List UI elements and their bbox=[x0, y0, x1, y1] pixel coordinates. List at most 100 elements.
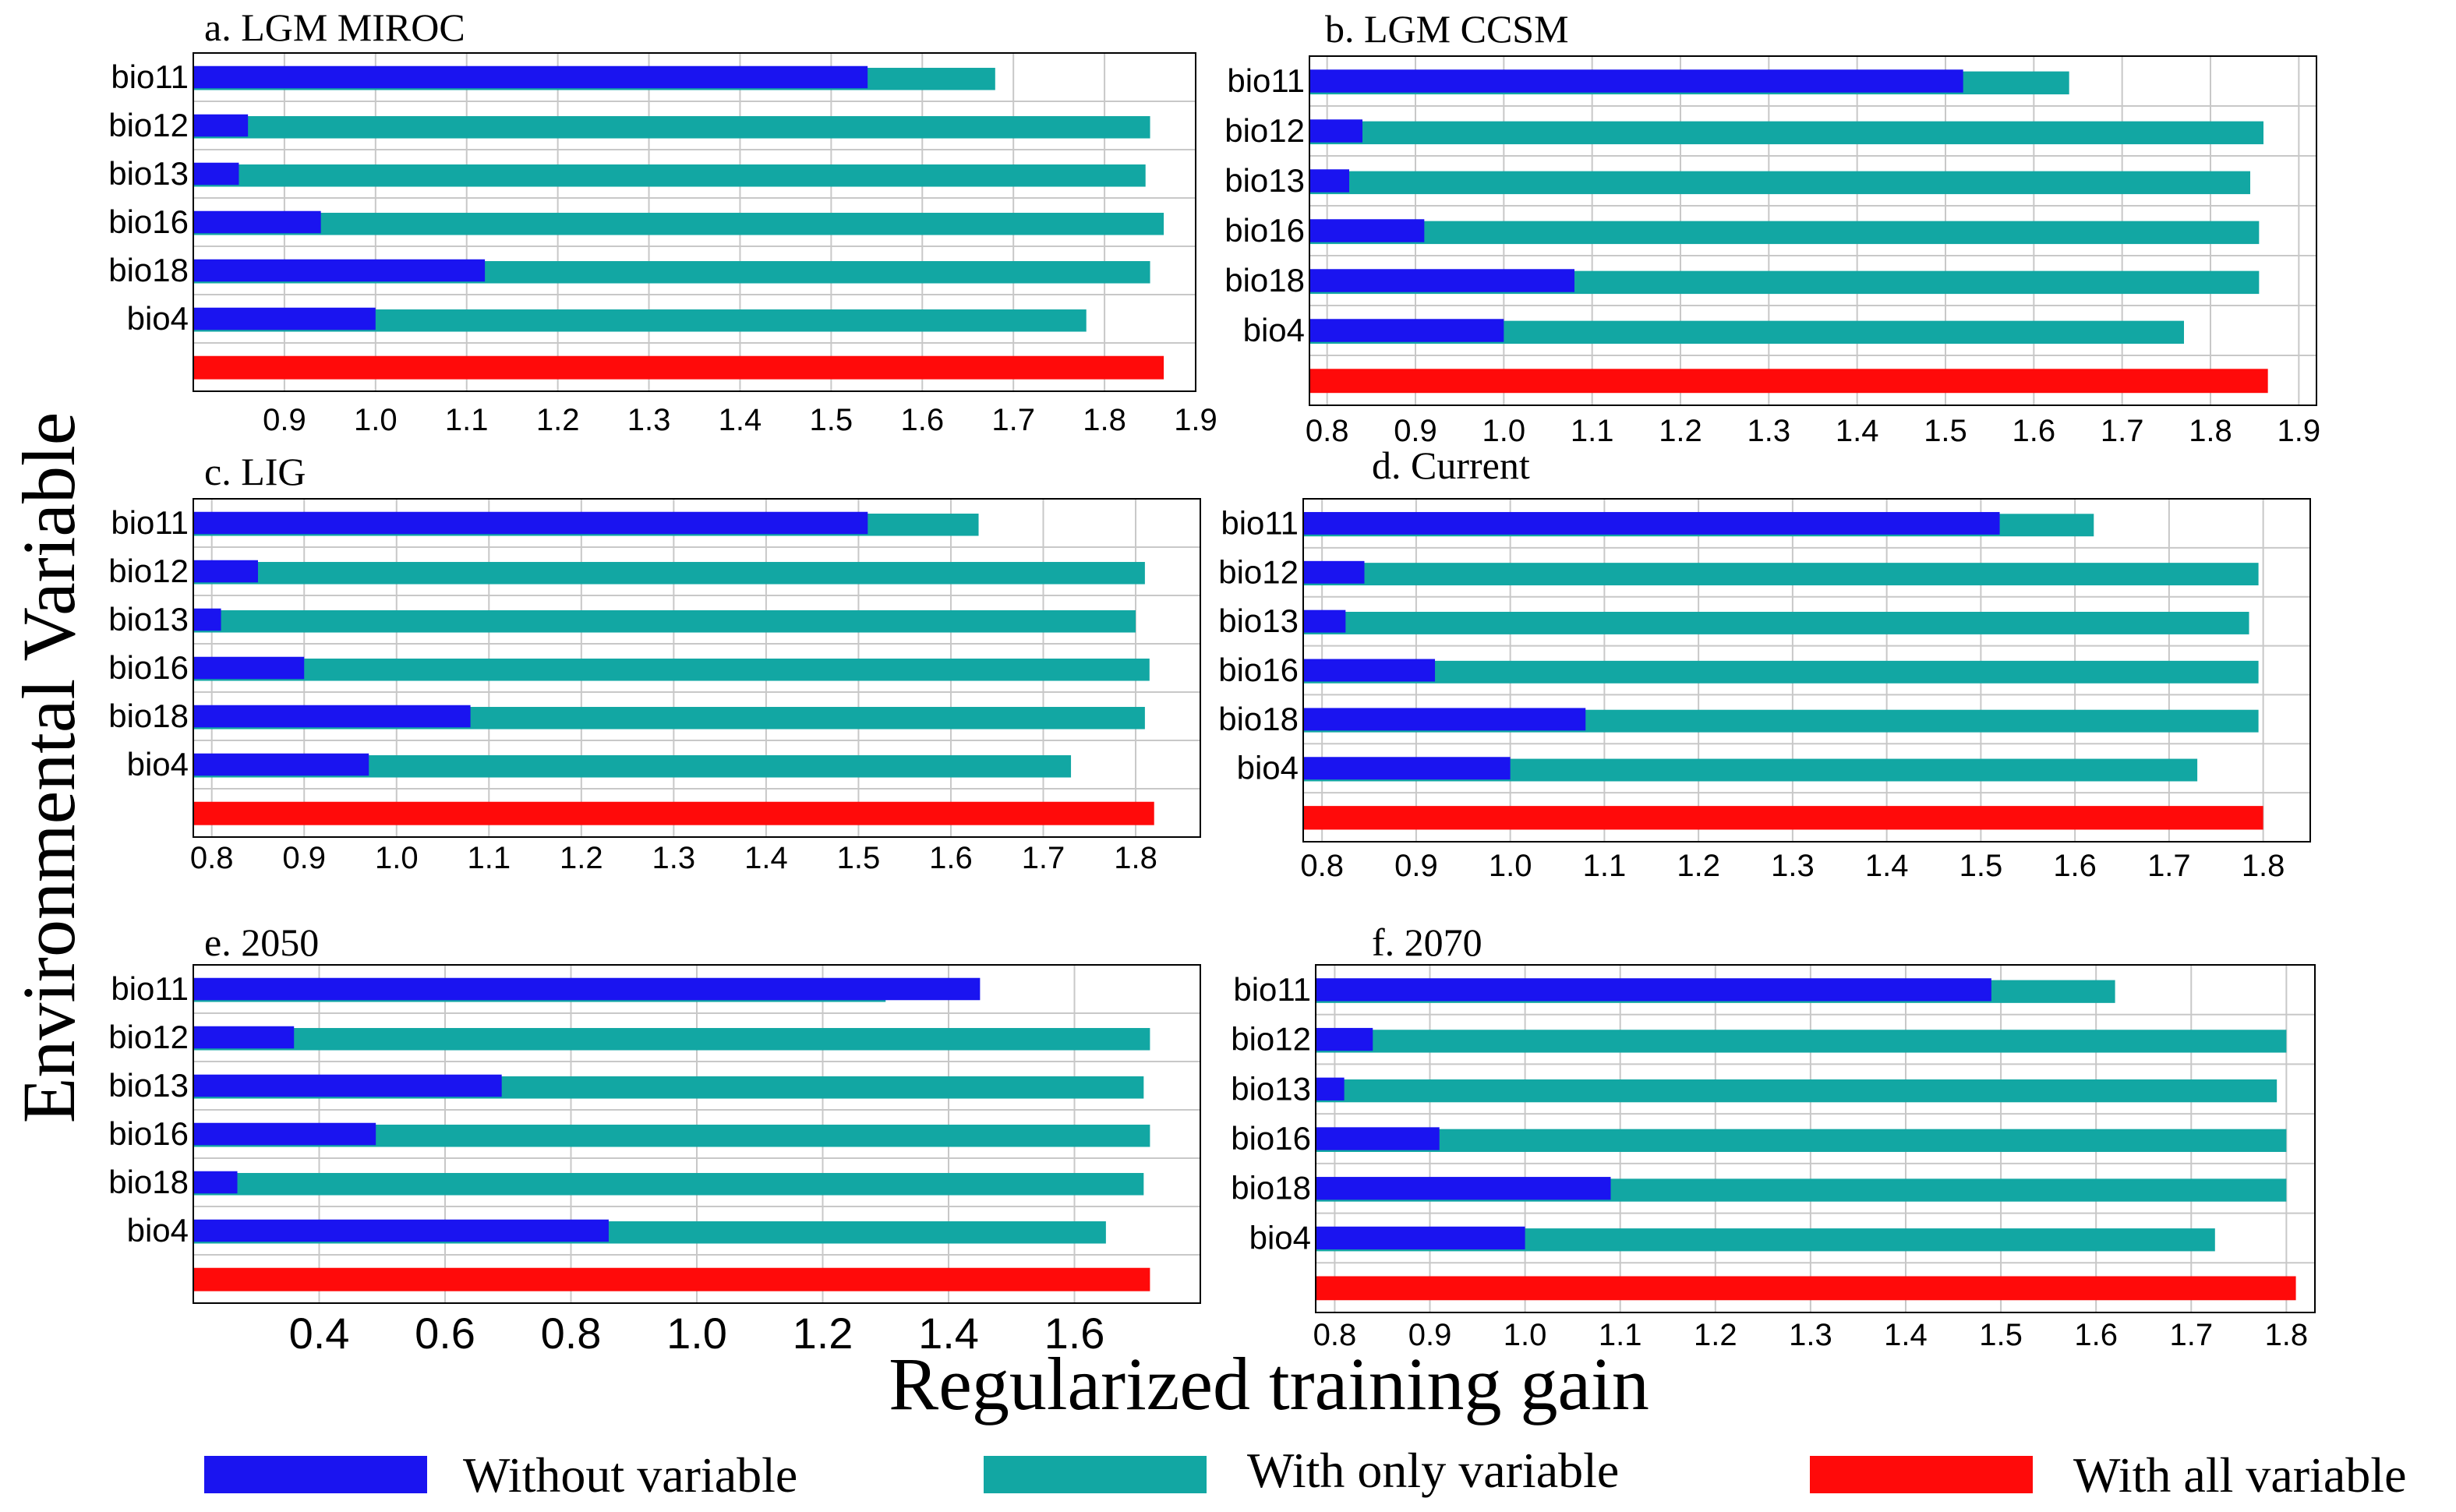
bar-without-bio12 bbox=[193, 114, 249, 137]
tick-label: 1.8 bbox=[1114, 841, 1157, 875]
tick-label: 1.1 bbox=[1583, 849, 1627, 883]
variable-label: bio18 bbox=[1231, 1170, 1311, 1206]
panel-3: bio11 bio12 bio13 bio16 bio18 bio4 0.8 0.9 1.0 1.… bbox=[108, 450, 1201, 875]
variable-label: bio11 bbox=[111, 504, 189, 541]
bar-without-bio4 bbox=[1309, 319, 1504, 342]
tick-label: 1.2 bbox=[1677, 849, 1720, 883]
tick-label: 1.5 bbox=[1979, 1318, 2023, 1352]
tick-label: 1.8 bbox=[2265, 1318, 2309, 1352]
bar-with-only-bio12 bbox=[193, 116, 1150, 139]
tick-label: 1.9 bbox=[2278, 414, 2321, 448]
tick-label: 1.1 bbox=[467, 841, 511, 875]
bar-with-all bbox=[1316, 1276, 2296, 1301]
bar-with-only-bio18 bbox=[193, 1173, 1144, 1196]
plot-frame bbox=[1315, 964, 2316, 1313]
variable-label: bio18 bbox=[108, 1164, 189, 1200]
bar-without-bio18 bbox=[1303, 708, 1586, 731]
plot-frame bbox=[193, 964, 1201, 1304]
bar-with-only-bio13 bbox=[1316, 1079, 2278, 1103]
tick-label: 1.0 bbox=[1504, 1318, 1547, 1352]
variable-label: bio12 bbox=[1224, 112, 1305, 149]
tick-label: 1.3 bbox=[1771, 849, 1815, 883]
panel-6: bio11 bio12 bio13 bio16 bio18 bio4 0.8 0.9 1.0 1.… bbox=[1231, 920, 2316, 1352]
tick-label: 1.1 bbox=[1571, 414, 1614, 448]
tick-label: 1.0 bbox=[1482, 414, 1526, 448]
bar-without-bio16 bbox=[1316, 1127, 1440, 1150]
variable-label: bio13 bbox=[1218, 602, 1299, 639]
bar-without-bio11 bbox=[1309, 69, 1963, 93]
tick-label: 1.1 bbox=[1599, 1318, 1642, 1352]
bar-without-bio16 bbox=[193, 210, 321, 234]
bar-with-all bbox=[1303, 806, 2263, 830]
tick-label: 1.6 bbox=[1044, 1309, 1105, 1358]
bar-without-bio12 bbox=[1303, 560, 1365, 584]
tick-label: 1.3 bbox=[652, 841, 696, 875]
panel-title: b. LGM CCSM bbox=[1325, 7, 1569, 51]
bar-with-only-bio16 bbox=[1303, 660, 2259, 684]
variable-label: bio16 bbox=[108, 203, 189, 240]
bar-without-bio4 bbox=[1316, 1226, 1525, 1250]
legend-label-with-only: With only variable bbox=[1247, 1443, 1619, 1498]
bar-with-only-bio16 bbox=[193, 659, 1150, 681]
variable-label: bio4 bbox=[1237, 750, 1299, 786]
tick-label: 1.8 bbox=[2242, 849, 2285, 883]
bar-with-only-bio12 bbox=[193, 1028, 1150, 1051]
tick-label: 1.1 bbox=[445, 403, 489, 437]
variable-label: bio4 bbox=[127, 746, 189, 782]
bar-without-bio4 bbox=[1303, 757, 1511, 780]
variable-label: bio4 bbox=[1249, 1219, 1311, 1256]
tick-label: 1.2 bbox=[793, 1309, 853, 1358]
tick-label: 0.9 bbox=[1394, 414, 1437, 448]
bar-with-only-bio13 bbox=[1309, 171, 2250, 195]
tick-label: 1.4 bbox=[1865, 849, 1909, 883]
bar-with-only-bio13 bbox=[1303, 611, 2249, 634]
tick-label: 1.7 bbox=[1022, 841, 1065, 875]
tick-label: 1.3 bbox=[627, 403, 671, 437]
tick-label: 0.9 bbox=[1394, 849, 1438, 883]
variable-label: bio16 bbox=[1231, 1120, 1311, 1157]
tick-label: 1.5 bbox=[1959, 849, 2003, 883]
variable-label: bio12 bbox=[108, 107, 189, 143]
bar-with-only-bio12 bbox=[193, 562, 1145, 585]
bar-without-bio11 bbox=[1303, 511, 2000, 535]
tick-label: 1.4 bbox=[719, 403, 762, 437]
bar-without-bio16 bbox=[1303, 659, 1436, 682]
bar-with-only-bio13 bbox=[193, 164, 1146, 187]
panel-title: c. LIG bbox=[204, 450, 306, 493]
bar-without-bio12 bbox=[1309, 119, 1362, 143]
bar-without-bio16 bbox=[1309, 219, 1425, 242]
bar-without-bio4 bbox=[193, 307, 376, 330]
tick-label: 1.7 bbox=[2147, 849, 2191, 883]
tick-label: 1.0 bbox=[375, 841, 419, 875]
tick-label: 1.2 bbox=[1659, 414, 1702, 448]
tick-label: 1.5 bbox=[810, 403, 853, 437]
bar-without-bio11 bbox=[1316, 978, 1991, 1002]
bar-without-bio18 bbox=[1316, 1177, 1611, 1200]
tick-label: 1.2 bbox=[1694, 1318, 1737, 1352]
variable-label: bio16 bbox=[1218, 652, 1299, 688]
tick-label: 1.3 bbox=[1747, 414, 1791, 448]
tick-label: 0.9 bbox=[282, 841, 326, 875]
bar-without-bio11 bbox=[193, 65, 868, 89]
bar-with-only-bio16 bbox=[1316, 1129, 2287, 1152]
tick-label: 1.6 bbox=[2013, 414, 2056, 448]
bar-without-bio12 bbox=[193, 560, 258, 583]
bar-without-bio16 bbox=[193, 1122, 376, 1146]
bar-without-bio18 bbox=[1309, 269, 1574, 292]
tick-label: 1.4 bbox=[918, 1309, 979, 1358]
tick-label: 0.8 bbox=[1313, 1318, 1357, 1352]
bar-without-bio11 bbox=[193, 977, 981, 1001]
panel-title: a. LGM MIROC bbox=[204, 5, 465, 49]
tick-label: 1.3 bbox=[1789, 1318, 1832, 1352]
bar-with-only-bio12 bbox=[1316, 1030, 2287, 1053]
tick-label: 0.8 bbox=[1306, 414, 1349, 448]
legend-swatch-with-all bbox=[1810, 1456, 2033, 1493]
variable-label: bio18 bbox=[1224, 262, 1305, 299]
bar-with-only-bio12 bbox=[1303, 563, 2259, 586]
variable-label: bio18 bbox=[108, 252, 189, 288]
plot-frame bbox=[193, 498, 1201, 838]
variable-label: bio13 bbox=[108, 155, 189, 192]
tick-label: 1.5 bbox=[1924, 414, 1967, 448]
tick-label: 1.6 bbox=[929, 841, 973, 875]
